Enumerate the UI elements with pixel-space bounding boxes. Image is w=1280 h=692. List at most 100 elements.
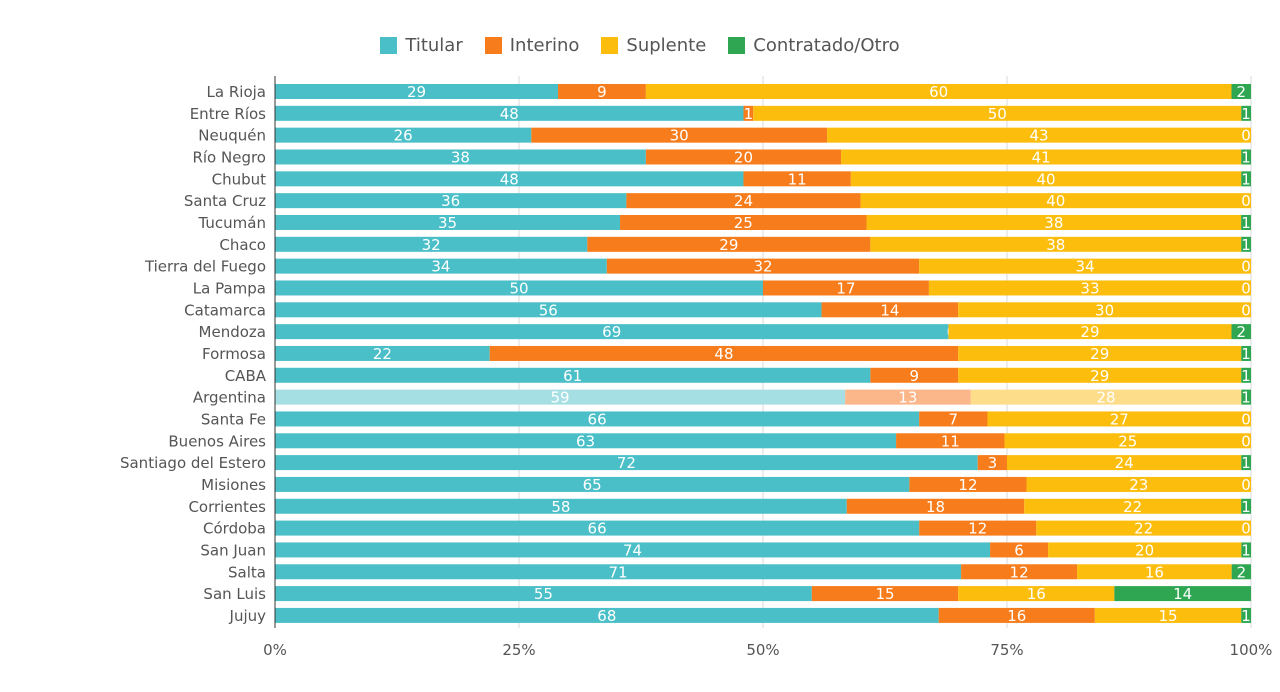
category-label: Tucumán — [198, 214, 266, 232]
legend-item[interactable]: Contratado/Otro — [728, 35, 900, 56]
bar-segment-interino — [587, 236, 871, 252]
data-label: 16 — [1145, 563, 1164, 581]
data-label: 1 — [1241, 607, 1251, 625]
data-label: 9 — [597, 83, 607, 101]
data-label: 12 — [958, 476, 977, 494]
data-label: 0 — [1241, 127, 1251, 145]
category-label: La Rioja — [207, 83, 266, 101]
category-label: Río Negro — [192, 148, 266, 166]
legend-label: Interino — [509, 34, 580, 56]
bar-segment-suplente — [645, 84, 1232, 99]
bar-segment-suplente — [1004, 433, 1251, 449]
bar-segment-contratado — [1241, 214, 1251, 230]
data-label: 1 — [1241, 367, 1251, 385]
bar-segment-contratado — [1241, 367, 1251, 383]
data-label: 48 — [500, 170, 519, 188]
bar-segment-interino — [870, 367, 959, 383]
legend-label: Titular — [405, 34, 463, 56]
category-label: Tierra del Fuego — [144, 258, 266, 276]
legend-item[interactable]: Interino — [484, 34, 580, 56]
bar-segment-interino — [743, 105, 754, 121]
data-label: 0 — [1241, 520, 1251, 538]
legend-swatch — [380, 36, 398, 54]
data-label: 22 — [1134, 520, 1153, 538]
legend-item[interactable]: Titular — [380, 34, 463, 56]
category-label: Formosa — [202, 345, 266, 363]
bar-segment-titular — [275, 84, 559, 99]
data-label: 43 — [1029, 127, 1048, 145]
data-label: 0 — [1241, 301, 1251, 319]
bar-segment-contratado — [1241, 498, 1251, 514]
bar-segment-suplente — [1007, 455, 1242, 471]
bar-segment-contratado — [1241, 389, 1251, 405]
chart-legend: Titular Interino Suplente Contratado/Otro — [0, 30, 1280, 60]
bar-segment-contratado — [1241, 236, 1251, 252]
bar-segment-contratado — [1241, 607, 1251, 623]
bar-segment-suplente — [928, 280, 1251, 296]
data-label: 1 — [1241, 389, 1251, 407]
data-label: 71 — [609, 563, 628, 581]
bar-segment-suplente — [841, 149, 1242, 165]
data-label: 22 — [1123, 498, 1142, 516]
bar-segment-suplente — [870, 236, 1242, 252]
data-label: 61 — [563, 367, 582, 385]
bar-segment-contratado — [1241, 542, 1251, 558]
category-label: Corrientes — [188, 498, 266, 516]
bar-segment-interino — [811, 586, 959, 602]
data-label: 7 — [949, 410, 959, 428]
bar-segment-suplente — [860, 193, 1251, 209]
data-label: 27 — [1110, 410, 1129, 428]
data-label: 50 — [509, 279, 528, 297]
data-label: 24 — [1115, 454, 1134, 472]
bar-segment-titular — [275, 607, 939, 623]
bar-segment-titular — [275, 367, 871, 383]
data-label: 36 — [441, 192, 460, 210]
bar-segment-suplente — [850, 171, 1242, 187]
bar-segment-titular — [275, 127, 532, 143]
data-label: 2 — [1236, 323, 1246, 341]
x-tick-label: 25% — [502, 641, 535, 659]
data-label: 32 — [422, 236, 441, 254]
bar-segment-interino — [606, 258, 920, 274]
category-label: Chaco — [219, 236, 266, 254]
data-label: 2 — [1236, 83, 1246, 101]
category-label: Argentina — [193, 389, 266, 407]
bar-segment-titular — [275, 324, 949, 340]
bar-segment-suplente — [753, 105, 1242, 121]
bar-segment-contratado — [1114, 586, 1251, 602]
data-label: 22 — [373, 345, 392, 363]
bar-segment-interino — [763, 280, 929, 296]
x-tick-label: 75% — [990, 641, 1023, 659]
bar-segment-titular — [275, 586, 812, 602]
bar-segment-contratado — [1241, 149, 1251, 165]
data-label: 0 — [1241, 476, 1251, 494]
data-label: 1 — [1241, 345, 1251, 363]
bar-segment-interino — [909, 476, 1027, 492]
bar-segment-contratado — [1241, 105, 1251, 121]
bar-segment-interino — [846, 498, 1025, 514]
bar-segment-titular — [275, 476, 910, 492]
legend-swatch — [601, 36, 619, 54]
bar-segment-suplente — [958, 345, 1242, 361]
legend-label: Suplente — [626, 34, 707, 56]
bar-segment-titular — [275, 498, 847, 514]
data-label: 23 — [1129, 476, 1148, 494]
bar-segment-contratado — [1231, 564, 1251, 580]
category-label: Salta — [228, 563, 266, 581]
bar-segment-suplente — [1077, 564, 1232, 580]
bar-segment-contratado — [1231, 324, 1251, 340]
category-label: Chubut — [212, 170, 267, 188]
data-label: 55 — [534, 585, 553, 603]
legend-swatch — [728, 36, 746, 54]
data-label: 48 — [500, 105, 519, 123]
data-label: 56 — [539, 301, 558, 319]
bar-segment-contratado — [1241, 455, 1251, 471]
data-label: 0 — [1241, 410, 1251, 428]
legend-item[interactable]: Suplente — [601, 35, 706, 56]
data-label: 1 — [1241, 170, 1251, 188]
bar-segment-suplente — [948, 324, 1232, 340]
bar-segment-suplente — [1024, 498, 1242, 514]
category-label: Santiago del Estero — [120, 454, 266, 472]
data-label: 38 — [451, 148, 470, 166]
